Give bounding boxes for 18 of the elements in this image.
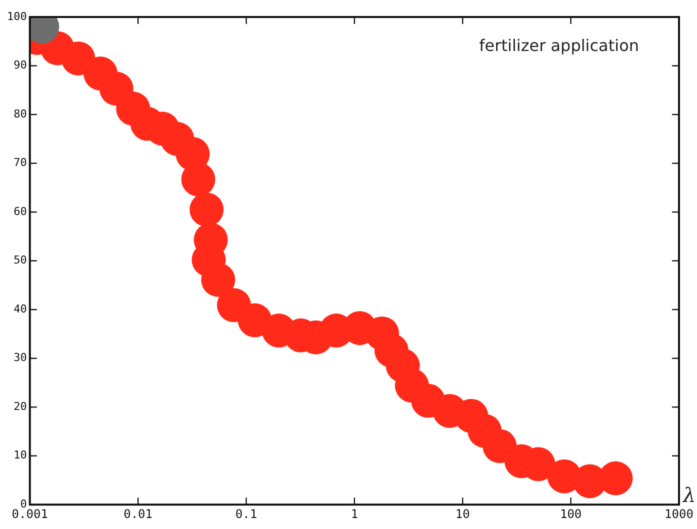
y-tick-label: 50 [14,254,27,267]
x-tick-label: 0.01 [124,506,153,521]
y-tick-label: 30 [14,351,27,364]
x-tick-label: 0.1 [235,506,258,521]
x-tick-label: 1 [350,506,358,521]
y-tick-label: 20 [14,400,27,413]
y-tick-label: 40 [14,302,27,316]
y-tick-label: 90 [14,58,27,72]
y-tick-label: 10 [14,448,27,462]
x-tick-label: 100 [560,506,582,521]
y-tick-label: 70 [14,156,27,170]
x-axis-title: λ [682,482,696,507]
x-tick-label: 10 [455,506,470,521]
x-tick-label: 1000 [664,506,694,521]
y-tick-label: 80 [14,107,27,120]
annotation: fertilizer application [479,36,639,56]
y-tick-label: 60 [14,204,27,218]
y-tick-label: 100 [6,10,27,23]
